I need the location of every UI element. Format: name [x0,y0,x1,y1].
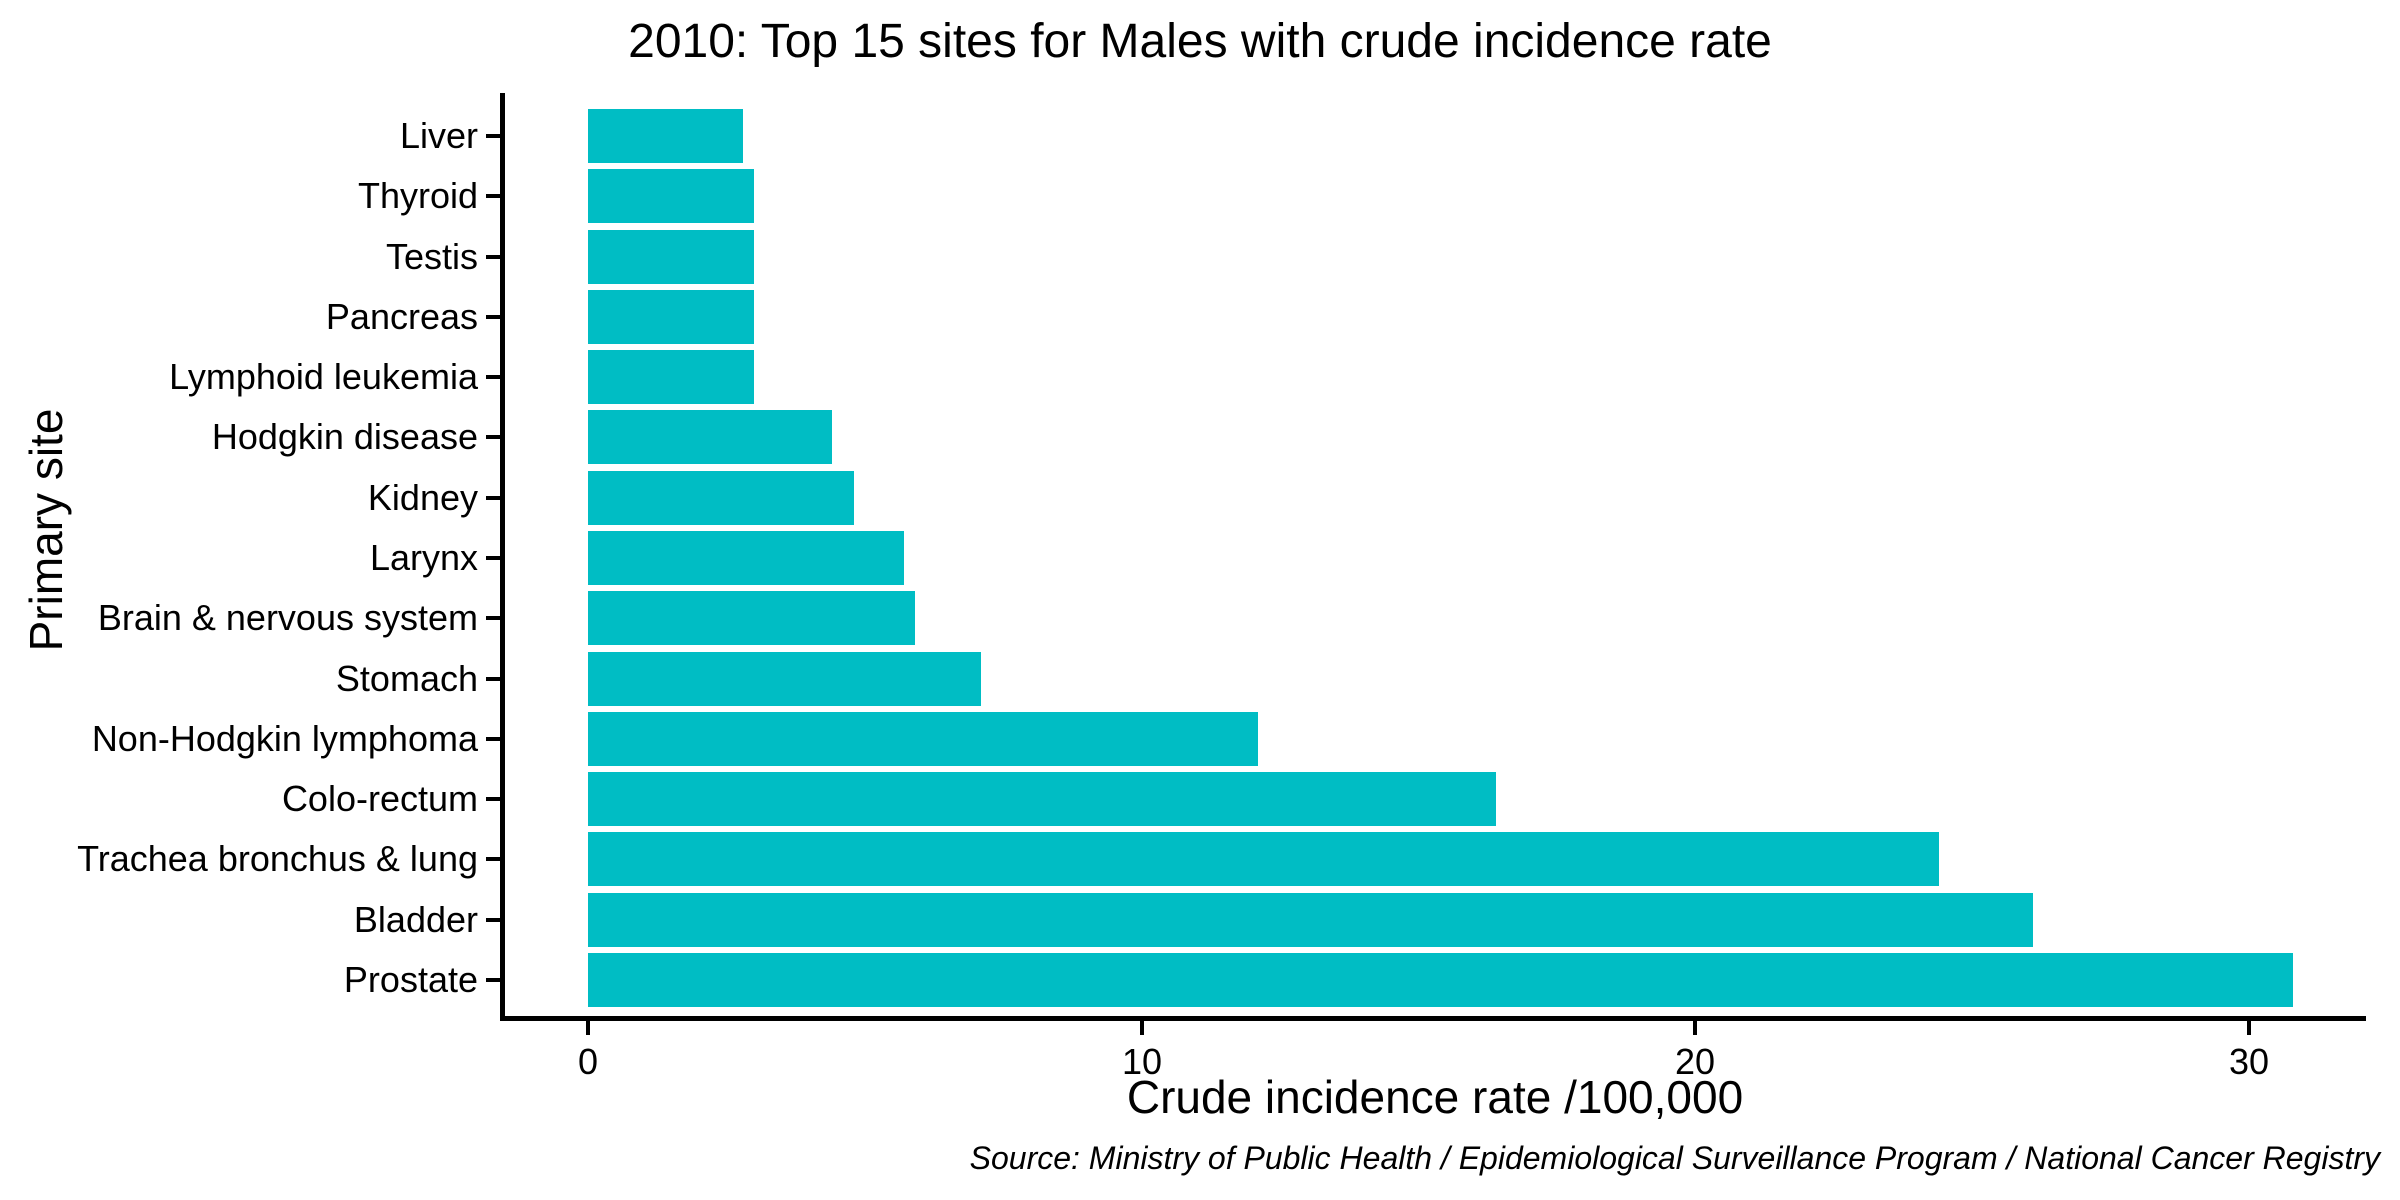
bar-bladder [588,893,2033,947]
x-tick-0 [586,1021,590,1035]
y-axis-title: Primary site [20,408,72,652]
y-tick-kidney [486,496,500,500]
y-tick-bladder [486,918,500,922]
y-tick-label-liver: Liver [399,115,478,156]
y-axis-line [500,93,505,1021]
x-tick-10 [1140,1021,1144,1035]
bar-liver [588,109,743,163]
y-tick-label-non-hodgkin-lymphoma: Non-Hodgkin lymphoma [91,718,478,759]
y-tick-larynx [486,556,500,560]
x-tick-label-20: 20 [1674,1041,1716,1082]
y-tick-label-larynx: Larynx [369,537,478,578]
y-tick-label-brain-nervous-system: Brain & nervous system [97,597,478,638]
y-tick-label-pancreas: Pancreas [325,296,478,337]
x-tick-30 [2247,1021,2251,1035]
y-tick-non-hodgkin-lymphoma [486,737,500,741]
y-tick-label-thyroid: Thyroid [357,175,478,216]
y-tick-label-trachea-bronchus-lung: Trachea bronchus & lung [77,838,478,879]
y-tick-stomach [486,677,500,681]
bar-pancreas [588,290,754,344]
x-axis-line [500,1016,2366,1021]
bar-non-hodgkin-lymphoma [588,712,1258,766]
x-tick-label-0: 0 [577,1041,599,1082]
x-axis-title: Crude incidence rate /100,000 [1126,1071,1744,1123]
y-tick-thyroid [486,194,500,198]
y-tick-testis [486,255,500,259]
bar-trachea-bronchus-lung [588,832,1939,886]
bar-lymphoid-leukemia [588,350,754,404]
y-tick-prostate [486,978,500,982]
bar-larynx [588,531,904,585]
y-tick-label-lymphoid-leukemia: Lymphoid leukemia [169,356,478,397]
x-tick-label-30: 30 [2228,1041,2270,1082]
y-tick-label-prostate: Prostate [343,959,478,1000]
x-tick-label-10: 10 [1121,1041,1163,1082]
y-tick-hodgkin-disease [486,435,500,439]
y-tick-label-kidney: Kidney [367,477,478,518]
y-tick-lymphoid-leukemia [486,375,500,379]
chart-title: 2010: Top 15 sites for Males with crude … [628,15,1772,68]
bar-kidney [588,471,854,525]
y-tick-pancreas [486,315,500,319]
bar-colo-rectum [588,772,1496,826]
y-tick-label-testis: Testis [385,236,478,277]
x-tick-20 [1693,1021,1697,1035]
y-tick-label-hodgkin-disease: Hodgkin disease [211,416,478,457]
y-tick-label-colo-rectum: Colo-rectum [281,778,478,819]
y-tick-brain-nervous-system [486,616,500,620]
bar-brain-nervous-system [588,591,915,645]
y-tick-liver [486,134,500,138]
bar-hodgkin-disease [588,410,832,464]
bar-prostate [588,953,2293,1007]
y-tick-label-bladder: Bladder [353,899,478,940]
bar-thyroid [588,169,754,223]
bar-stomach [588,652,981,706]
y-tick-label-stomach: Stomach [335,658,478,699]
y-tick-trachea-bronchus-lung [486,857,500,861]
source-note: Source: Ministry of Public Health / Epid… [969,1140,2380,1176]
bar-testis [588,230,754,284]
y-tick-colo-rectum [486,797,500,801]
